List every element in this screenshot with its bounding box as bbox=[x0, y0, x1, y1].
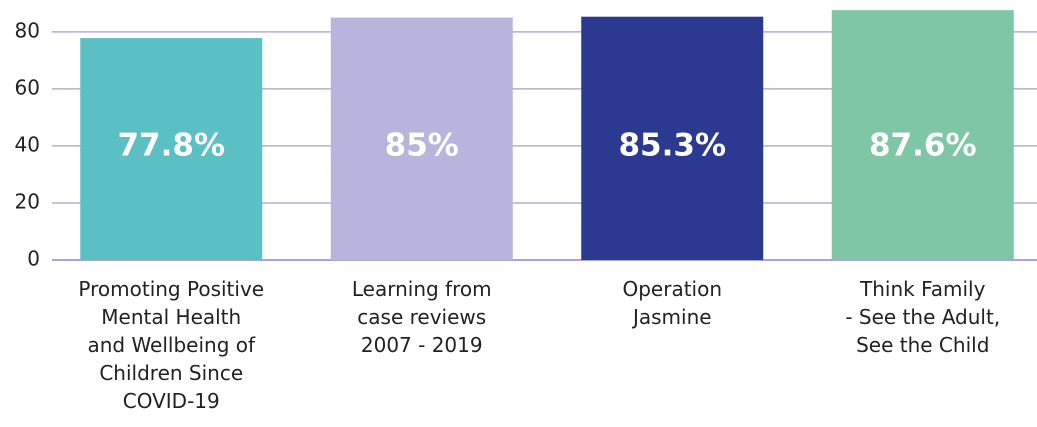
x-tick-label: Think Family - See the Adult, See the Chil… bbox=[845, 277, 1000, 357]
x-tick-label: Operation Jasmine bbox=[622, 277, 722, 329]
y-tick-label: 80 bbox=[15, 18, 40, 42]
y-tick-label: 0 bbox=[27, 247, 40, 271]
x-tick-label: Promoting Positive Mental Health and Wellb… bbox=[78, 277, 264, 413]
bar bbox=[80, 38, 263, 260]
value-label: 77.8% bbox=[117, 128, 225, 164]
bar bbox=[330, 17, 513, 260]
y-tick-label: 20 bbox=[15, 189, 40, 213]
value-label: 85.3% bbox=[618, 128, 726, 164]
y-tick-label: 60 bbox=[15, 75, 40, 99]
value-label: 87.6% bbox=[869, 128, 977, 164]
bar bbox=[831, 10, 1014, 260]
value-label: 85% bbox=[385, 128, 459, 164]
bar bbox=[581, 16, 764, 260]
y-tick-label: 40 bbox=[15, 132, 40, 156]
x-tick-label: Learning from case reviews 2007 - 2019 bbox=[352, 277, 492, 357]
